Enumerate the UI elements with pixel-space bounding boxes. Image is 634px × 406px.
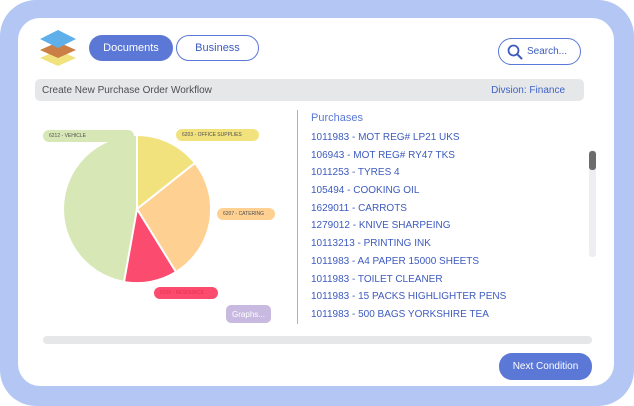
stacked-layers-logo-icon bbox=[40, 30, 76, 66]
search-placeholder: Search... bbox=[527, 46, 568, 57]
purchase-item[interactable]: 1011983 - 15 PACKS HIGHLIGHTER PENS bbox=[311, 291, 507, 303]
purchase-item[interactable]: 1629011 - CARROTS bbox=[311, 202, 407, 214]
search-icon bbox=[507, 44, 523, 59]
purchase-item[interactable]: 1011253 - TYRES 4 bbox=[311, 167, 400, 179]
purchase-item[interactable]: 1011983 - MOT REG# LP21 UKS bbox=[311, 132, 460, 143]
workflow-title: Create New Purchase Order Workflow bbox=[42, 84, 212, 96]
pie-slice-catering[interactable] bbox=[135, 161, 213, 274]
pie-label-vehicle: 6212 - VEHICLE bbox=[43, 130, 134, 142]
purchase-item[interactable]: 1279012 - KNIVE SHARPEING bbox=[311, 220, 451, 232]
pie-label-resource: 6205 - RESOURCE bbox=[154, 287, 218, 299]
pie-slice-resource[interactable] bbox=[122, 206, 178, 285]
graphs-button[interactable]: Graphs... bbox=[226, 305, 271, 323]
pie-label-catering: 6207 - CATERING bbox=[217, 208, 275, 220]
workflow-bar: Create New Purchase Order Workflow Divsi… bbox=[35, 79, 584, 101]
purchase-item[interactable]: 1011983 - 500 BAGS YORKSHIRE TEA bbox=[311, 308, 489, 320]
tab-documents[interactable]: Documents bbox=[89, 35, 173, 61]
vertical-scrollbar-thumb[interactable] bbox=[589, 151, 596, 170]
vertical-divider bbox=[297, 110, 298, 324]
purchase-item[interactable]: 1011983 - A4 PAPER 15000 SHEETS bbox=[311, 255, 480, 267]
purchase-item[interactable]: 10113213 - PRINTING INK bbox=[311, 238, 431, 250]
purchase-item[interactable]: 106943 - MOT REG# RY47 TKS bbox=[311, 149, 455, 161]
purchase-item[interactable]: 105494 - COOKING OIL bbox=[311, 185, 420, 197]
tab-business[interactable]: Business bbox=[176, 35, 259, 61]
division-label: Divsion: Finance bbox=[491, 84, 565, 96]
pie-slice-office-supplies[interactable] bbox=[136, 133, 197, 212]
pie-label-office-supplies: 6203 - OFFICE SUPPLIES bbox=[176, 129, 259, 141]
pie-chart bbox=[40, 120, 290, 330]
horizontal-scrollbar[interactable] bbox=[43, 336, 592, 344]
search-input[interactable]: Search... bbox=[498, 38, 581, 65]
next-condition-button[interactable]: Next Condition bbox=[499, 353, 592, 380]
vertical-scrollbar-track[interactable] bbox=[589, 150, 596, 257]
purchase-list: 1011983 - MOT REG# LP21 UKS 106943 - MOT… bbox=[311, 129, 581, 324]
purchase-item[interactable]: 1011983 - TOILET CLEANER bbox=[311, 273, 443, 285]
pie-slice-vehicle[interactable] bbox=[62, 133, 138, 285]
purchases-heading: Purchases bbox=[311, 112, 363, 124]
